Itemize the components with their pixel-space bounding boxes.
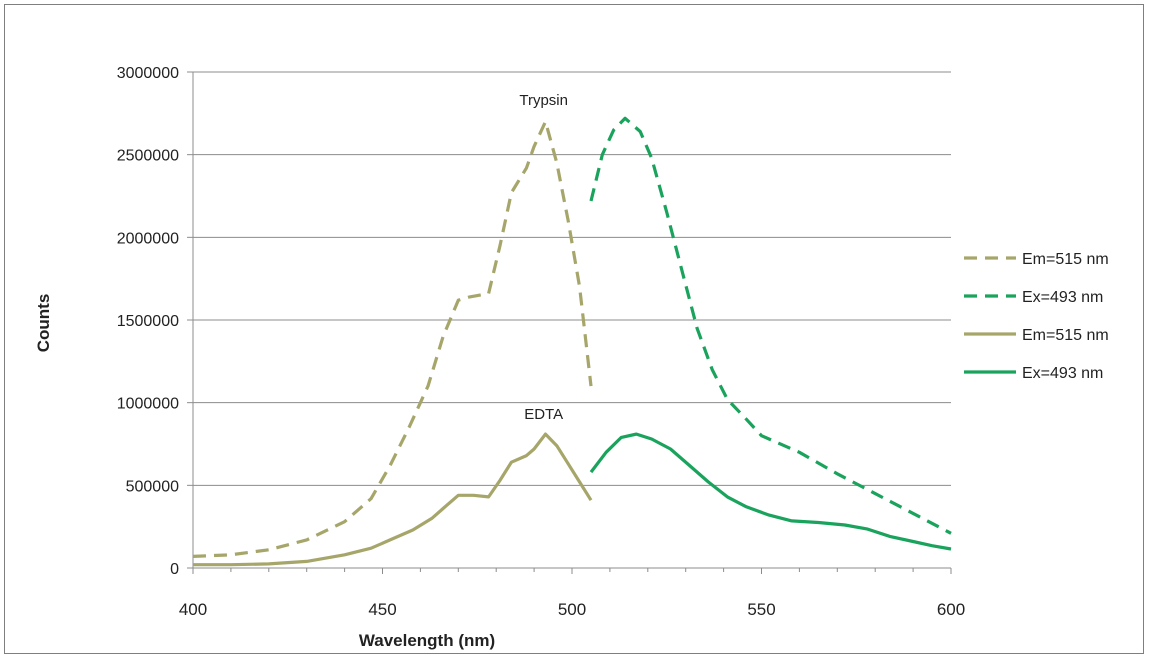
y-tick-label: 1000000 [117, 396, 179, 413]
tick-labels: 0 500000 1000000 1500000 2000000 2500000 30000… [117, 65, 965, 619]
x-tick-label: 550 [747, 600, 775, 619]
y-tick-label: 0 [170, 561, 179, 578]
series-line-0 [192, 120, 593, 558]
y-tick-label: 2000000 [117, 230, 179, 247]
y-tick-label: 500000 [126, 478, 179, 495]
line-chart: 0 500000 1000000 1500000 2000000 2500000 30000… [34, 65, 1109, 650]
x-tick-label: 500 [558, 600, 586, 619]
y-tick-label: 3000000 [117, 65, 179, 82]
grid-lines [193, 71, 951, 486]
x-tick-label: 600 [937, 600, 965, 619]
y-tick-label: 1500000 [117, 313, 179, 330]
series-line-3 [589, 432, 952, 551]
y-tick-label: 2500000 [117, 148, 179, 165]
series-line-1 [589, 116, 952, 535]
x-axis-label: Wavelength (nm) [359, 631, 495, 650]
legend-label-0: Em=515 nm [1022, 251, 1109, 268]
chart-frame: 0 500000 1000000 1500000 2000000 2500000 30000… [4, 4, 1144, 654]
y-axis-label: Counts [34, 294, 53, 353]
annotation-trypsin: Trypsin [519, 92, 568, 109]
legend: Em=515 nm Ex=493 nm Em=515 nm Ex=493 nm [964, 251, 1109, 382]
annotations: Trypsin EDTA [519, 92, 568, 423]
annotation-edta: EDTA [524, 406, 563, 423]
x-tick-label: 400 [179, 600, 207, 619]
axes [187, 71, 952, 574]
series-lines [192, 116, 952, 567]
x-tick-label: 450 [368, 600, 396, 619]
legend-label-2: Em=515 nm [1022, 327, 1109, 344]
legend-label-1: Ex=493 nm [1022, 289, 1103, 306]
legend-label-3: Ex=493 nm [1022, 365, 1103, 382]
series-line-2 [193, 432, 593, 567]
